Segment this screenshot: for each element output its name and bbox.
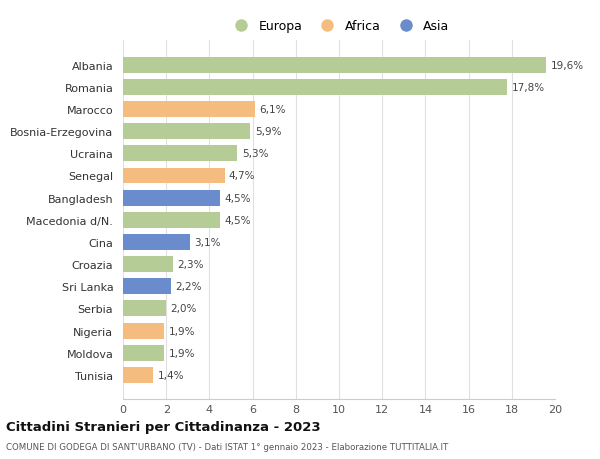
Bar <box>123 57 547 73</box>
Bar <box>123 190 220 206</box>
Text: 2,2%: 2,2% <box>175 282 202 291</box>
Bar <box>123 323 164 339</box>
Bar <box>123 80 508 95</box>
Text: 4,5%: 4,5% <box>224 193 251 203</box>
Bar <box>123 301 166 317</box>
Bar <box>123 146 238 162</box>
Text: Cittadini Stranieri per Cittadinanza - 2023: Cittadini Stranieri per Cittadinanza - 2… <box>6 420 320 433</box>
Bar <box>123 279 170 295</box>
Bar <box>123 235 190 251</box>
Text: 5,3%: 5,3% <box>242 149 268 159</box>
Text: 1,4%: 1,4% <box>158 370 184 380</box>
Text: 5,9%: 5,9% <box>255 127 281 137</box>
Text: 17,8%: 17,8% <box>512 83 545 93</box>
Bar <box>123 102 255 118</box>
Bar <box>123 213 220 228</box>
Bar <box>123 257 173 273</box>
Text: 4,5%: 4,5% <box>224 215 251 225</box>
Bar <box>123 367 153 383</box>
Text: 1,9%: 1,9% <box>169 326 195 336</box>
Text: 19,6%: 19,6% <box>551 61 584 71</box>
Text: 2,0%: 2,0% <box>170 304 197 314</box>
Text: COMUNE DI GODEGA DI SANT'URBANO (TV) - Dati ISTAT 1° gennaio 2023 - Elaborazione: COMUNE DI GODEGA DI SANT'URBANO (TV) - D… <box>6 442 448 451</box>
Text: 2,3%: 2,3% <box>177 259 203 269</box>
Bar <box>123 124 250 140</box>
Bar <box>123 168 224 184</box>
Text: 6,1%: 6,1% <box>259 105 286 115</box>
Text: 4,7%: 4,7% <box>229 171 256 181</box>
Text: 3,1%: 3,1% <box>194 237 221 247</box>
Legend: Europa, Africa, Asia: Europa, Africa, Asia <box>223 15 455 38</box>
Text: 1,9%: 1,9% <box>169 348 195 358</box>
Bar <box>123 345 164 361</box>
